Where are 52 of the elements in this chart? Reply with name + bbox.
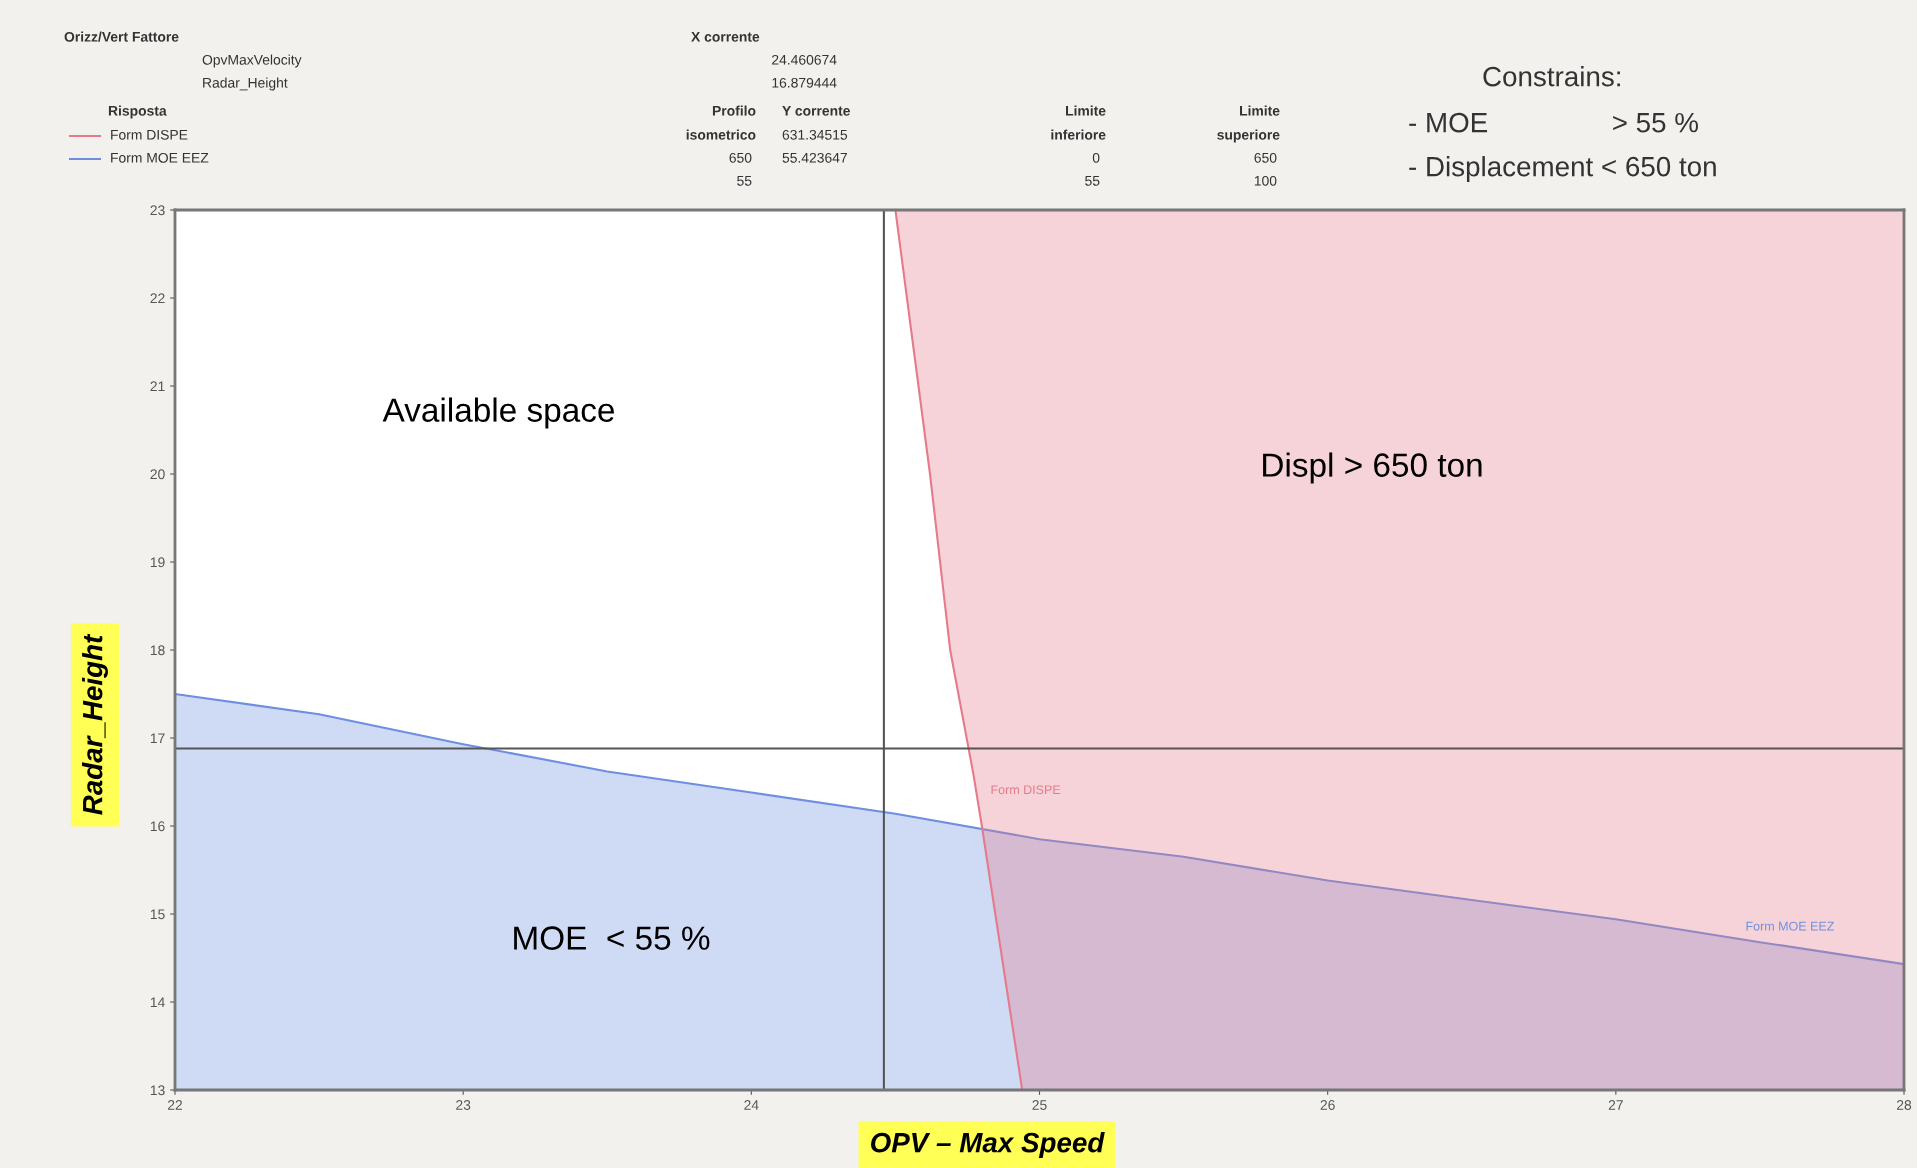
text: 650 (1254, 152, 1277, 163)
y-tick-label: 19 (150, 557, 165, 568)
text: Orizz/Vert Fattore (64, 31, 179, 42)
y-tick-label: 18 (150, 645, 165, 656)
series-label: Form DISPE (991, 785, 1061, 795)
text: inferiore (1051, 129, 1106, 140)
text: X corrente (691, 32, 760, 42)
x-tick-label: 28 (1896, 1100, 1912, 1110)
y-tick-label: 17 (150, 733, 165, 744)
text: Limite (1066, 105, 1106, 116)
text: Y corrente (782, 106, 850, 116)
text: Risposta (108, 105, 167, 119)
y-tick-label: 16 (150, 821, 165, 832)
text: Profilo (712, 105, 756, 116)
x-axis-title: OPV – Max Speed (871, 1132, 1105, 1158)
y-tick-label: 14 (150, 997, 165, 1008)
series-label: Form MOE EEZ (1746, 921, 1835, 931)
y-tick-label: 23 (150, 205, 165, 216)
text: 0 (1092, 152, 1100, 163)
x-tick-label: 24 (744, 1100, 759, 1110)
text: 16.879444 (772, 77, 837, 88)
text: OpvMaxVelocity (202, 54, 302, 68)
text: superiore (1217, 129, 1280, 143)
text: 55.423647 (782, 152, 847, 163)
text: 631.34515 (782, 129, 848, 140)
annotation: Available space (382, 397, 614, 429)
text: 24.460674 (772, 54, 837, 65)
y-tick-label: 13 (150, 1085, 165, 1096)
annotation: Displ > 650 ton (1263, 452, 1482, 484)
text: Radar_Height (203, 77, 288, 91)
text: - Displacement < 650 ton (1409, 156, 1716, 182)
y-tick-label: 20 (150, 469, 165, 480)
x-tick-label: 22 (167, 1100, 183, 1110)
text: 100 (1254, 175, 1277, 186)
y-axis-title: Radar_Height (82, 633, 108, 815)
y-tick-label: 21 (150, 381, 165, 392)
x-tick-label: 26 (1320, 1100, 1335, 1110)
text: - MOE > 55 % (1409, 112, 1698, 133)
text: isometrico (686, 129, 756, 140)
text: Constrains: (1483, 66, 1620, 87)
x-tick-label: 25 (1032, 1100, 1047, 1110)
x-tick-label: 23 (456, 1100, 471, 1110)
text: Form DISPE (111, 129, 188, 140)
x-tick-label: 27 (1608, 1100, 1623, 1110)
text: Form MOE EEZ (111, 152, 209, 163)
y-tick-label: 15 (150, 909, 165, 920)
y-tick-label: 22 (150, 293, 165, 304)
text: 650 (729, 152, 752, 163)
text: 55 (737, 176, 752, 186)
text: 55 (1085, 176, 1100, 186)
text: Limite (1240, 105, 1280, 116)
annotation: MOE < 55 % (514, 926, 710, 950)
